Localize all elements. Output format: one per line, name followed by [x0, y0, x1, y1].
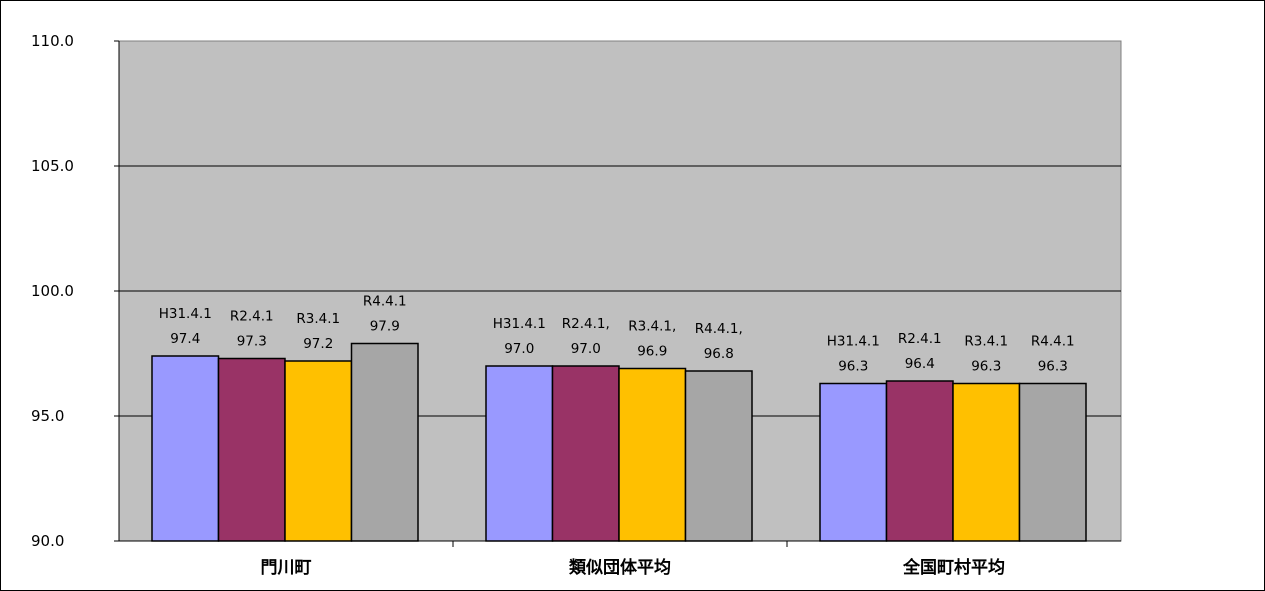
y-tick-label: 105.0 — [31, 157, 74, 175]
bar — [952, 382, 1021, 542]
data-label-value: 97.4 — [170, 331, 200, 347]
data-label-value: 96.8 — [704, 346, 734, 362]
data-label-date: R4.4.1, — [695, 321, 743, 337]
data-label-value: 96.3 — [1038, 359, 1068, 375]
data-label-value: 96.9 — [637, 344, 667, 360]
data-label-value: 97.3 — [237, 334, 267, 350]
x-category-label: 門川町 — [261, 558, 312, 578]
data-label-date: R2.4.1 — [230, 309, 274, 325]
bar — [885, 380, 954, 542]
y-tick-label: 100.0 — [31, 282, 74, 300]
data-label-date: R4.4.1 — [363, 294, 407, 310]
bar — [350, 342, 419, 542]
data-label-value: 97.2 — [303, 336, 333, 352]
y-tick-label: 90.0 — [31, 532, 64, 550]
data-label-date: R3.4.1 — [964, 334, 1008, 350]
data-label-value: 96.4 — [905, 356, 935, 372]
data-label-date: R2.4.1 — [898, 331, 942, 347]
data-label-value: 97.0 — [504, 341, 534, 357]
bar — [618, 367, 687, 542]
data-label-value: 97.0 — [571, 341, 601, 357]
bar — [217, 357, 286, 542]
x-category-label: 全国町村平均 — [902, 557, 1005, 578]
data-label-date: R2.4.1, — [562, 316, 610, 332]
data-label-date: R3.4.1 — [296, 311, 340, 327]
y-tick-label: 95.0 — [31, 407, 64, 425]
bar — [551, 365, 620, 542]
data-label-date: R3.4.1, — [628, 319, 676, 335]
data-label-value: 96.3 — [971, 359, 1001, 375]
bar — [819, 382, 888, 542]
data-label-date: H31.4.1 — [159, 306, 212, 322]
data-label-value: 97.9 — [370, 319, 400, 335]
y-tick-label: 110.0 — [31, 32, 74, 50]
x-category-label: 類似団体平均 — [568, 557, 671, 578]
data-label-date: H31.4.1 — [827, 334, 880, 350]
data-label-value: 96.3 — [838, 359, 868, 375]
bar — [1018, 382, 1087, 542]
data-label-date: R4.4.1 — [1031, 334, 1075, 350]
bar — [284, 360, 353, 542]
data-label-date: H31.4.1 — [493, 316, 546, 332]
bar — [151, 355, 220, 542]
bar — [485, 365, 554, 542]
bar — [684, 370, 753, 542]
